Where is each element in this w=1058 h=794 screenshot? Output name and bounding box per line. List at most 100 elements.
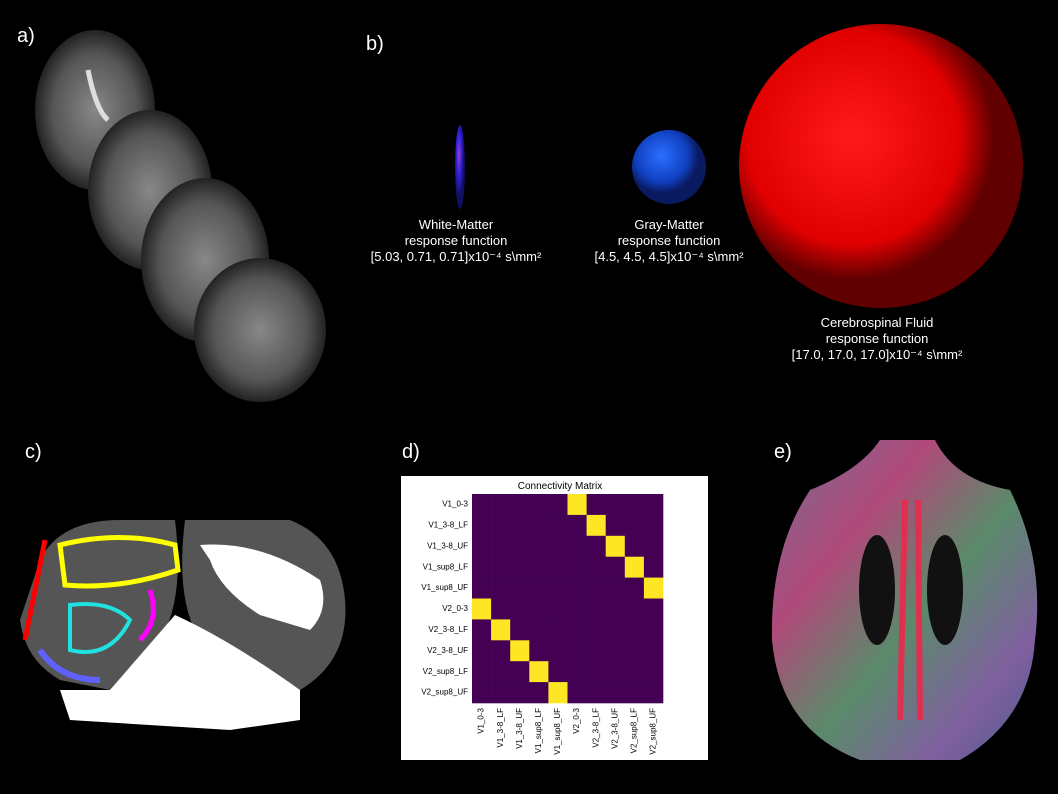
matrix-cell [472, 494, 492, 516]
matrix-cell [548, 556, 568, 578]
column-label: V1_3-8_UF [515, 708, 524, 749]
column-label: V2_3-8_UF [610, 708, 619, 749]
matrix-cell [643, 577, 664, 599]
matrix-cell [586, 640, 606, 662]
matrix-cell [586, 682, 606, 704]
matrix-cell [529, 619, 549, 641]
panel-label: c) [25, 441, 42, 463]
matrix-cell [605, 640, 626, 662]
row-label: V1_sup8_LF [423, 562, 468, 571]
caption: response function [618, 233, 721, 248]
matrix-cell [643, 661, 664, 683]
matrix-cell [605, 598, 626, 620]
row-label: V2_3-8_UF [427, 646, 468, 655]
matrix-cell [624, 598, 645, 620]
matrix-cell [510, 494, 530, 516]
matrix-cell [605, 494, 626, 516]
matrix-cell [567, 494, 587, 516]
matrix-cell [548, 661, 568, 683]
matrix-cell [567, 535, 587, 557]
matrix-cell [491, 577, 511, 599]
matrix-cell [510, 682, 530, 704]
row-label: V2_sup8_LF [423, 667, 468, 676]
caption: Gray-Matter [634, 217, 704, 232]
panel-e-brain [771, 440, 1038, 760]
matrix-cell [643, 494, 664, 516]
matrix-cell [548, 598, 568, 620]
matrix-cell [567, 661, 587, 683]
caption: Cerebrospinal Fluid [821, 315, 934, 330]
matrix-cell [529, 661, 549, 683]
matrix-cell [624, 682, 645, 704]
matrix-cell [586, 619, 606, 641]
matrix-cell [605, 577, 626, 599]
matrix-cell [472, 682, 492, 704]
panel-a-slices [35, 30, 326, 402]
matrix-cell [643, 682, 664, 704]
matrix-cell [472, 556, 492, 578]
matrix-cell [624, 494, 645, 516]
matrix-cell [567, 577, 587, 599]
matrix-cell [548, 577, 568, 599]
row-label: V2_3-8_LF [428, 625, 468, 634]
matrix-cell [586, 494, 606, 516]
matrix-cell [491, 514, 511, 537]
matrix-cell [510, 577, 530, 599]
column-label: V1_sup8_LF [534, 708, 543, 753]
matrix-cell [643, 556, 664, 578]
matrix-cell [472, 535, 492, 557]
panel-label: d) [402, 441, 420, 463]
matrix-cell [491, 682, 511, 704]
matrix-cell [510, 661, 530, 683]
matrix-cell [586, 577, 606, 599]
row-label: V1_0-3 [442, 500, 468, 509]
matrix-cell [529, 577, 549, 599]
matrix-cell [529, 514, 549, 537]
matrix-cell [586, 514, 606, 537]
caption: response function [405, 233, 508, 248]
matrix-cell [529, 556, 549, 578]
matrix-cell [510, 619, 530, 641]
matrix-cell [491, 494, 511, 516]
row-label: V1_sup8_UF [421, 583, 468, 592]
matrix-cell [624, 556, 645, 578]
matrix-cell [624, 640, 645, 662]
matrix-cell [529, 682, 549, 704]
matrix-cell [548, 640, 568, 662]
matrix-cell [605, 661, 626, 683]
matrix-cell [491, 598, 511, 620]
matrix-cell [510, 598, 530, 620]
matrix-cell [548, 535, 568, 557]
matrix-cell [624, 535, 645, 557]
matrix-cell [548, 514, 568, 537]
matrix-cell [586, 598, 606, 620]
caption: [4.5, 4.5, 4.5]x10⁻⁴ s\mm² [594, 249, 744, 264]
panel-label: e) [774, 441, 792, 463]
matrix-cell [624, 514, 645, 537]
caption: response function [826, 331, 929, 346]
matrix-title: Connectivity Matrix [518, 481, 602, 492]
matrix-cell [586, 556, 606, 578]
column-label: V2_3-8_LF [591, 708, 600, 748]
panel-c-segmentation [20, 520, 346, 730]
matrix-cell [605, 514, 626, 537]
matrix-cell [529, 640, 549, 662]
matrix-cell [510, 640, 530, 662]
caption: White-Matter [419, 217, 494, 232]
matrix-cell [491, 619, 511, 641]
matrix-cell [510, 514, 530, 537]
matrix-cell [472, 661, 492, 683]
matrix-cell [548, 494, 568, 516]
column-label: V2_sup8_LF [629, 708, 638, 753]
column-label: V2_sup8_UF [649, 708, 658, 755]
matrix-cell [548, 619, 568, 641]
matrix-cell [605, 619, 626, 641]
matrix-cell [567, 640, 587, 662]
matrix-cell [567, 556, 587, 578]
matrix-cell [472, 598, 492, 620]
matrix-cell [491, 640, 511, 662]
matrix-cell [624, 577, 645, 599]
matrix-cell [643, 619, 664, 641]
panel-label: a) [17, 25, 35, 47]
